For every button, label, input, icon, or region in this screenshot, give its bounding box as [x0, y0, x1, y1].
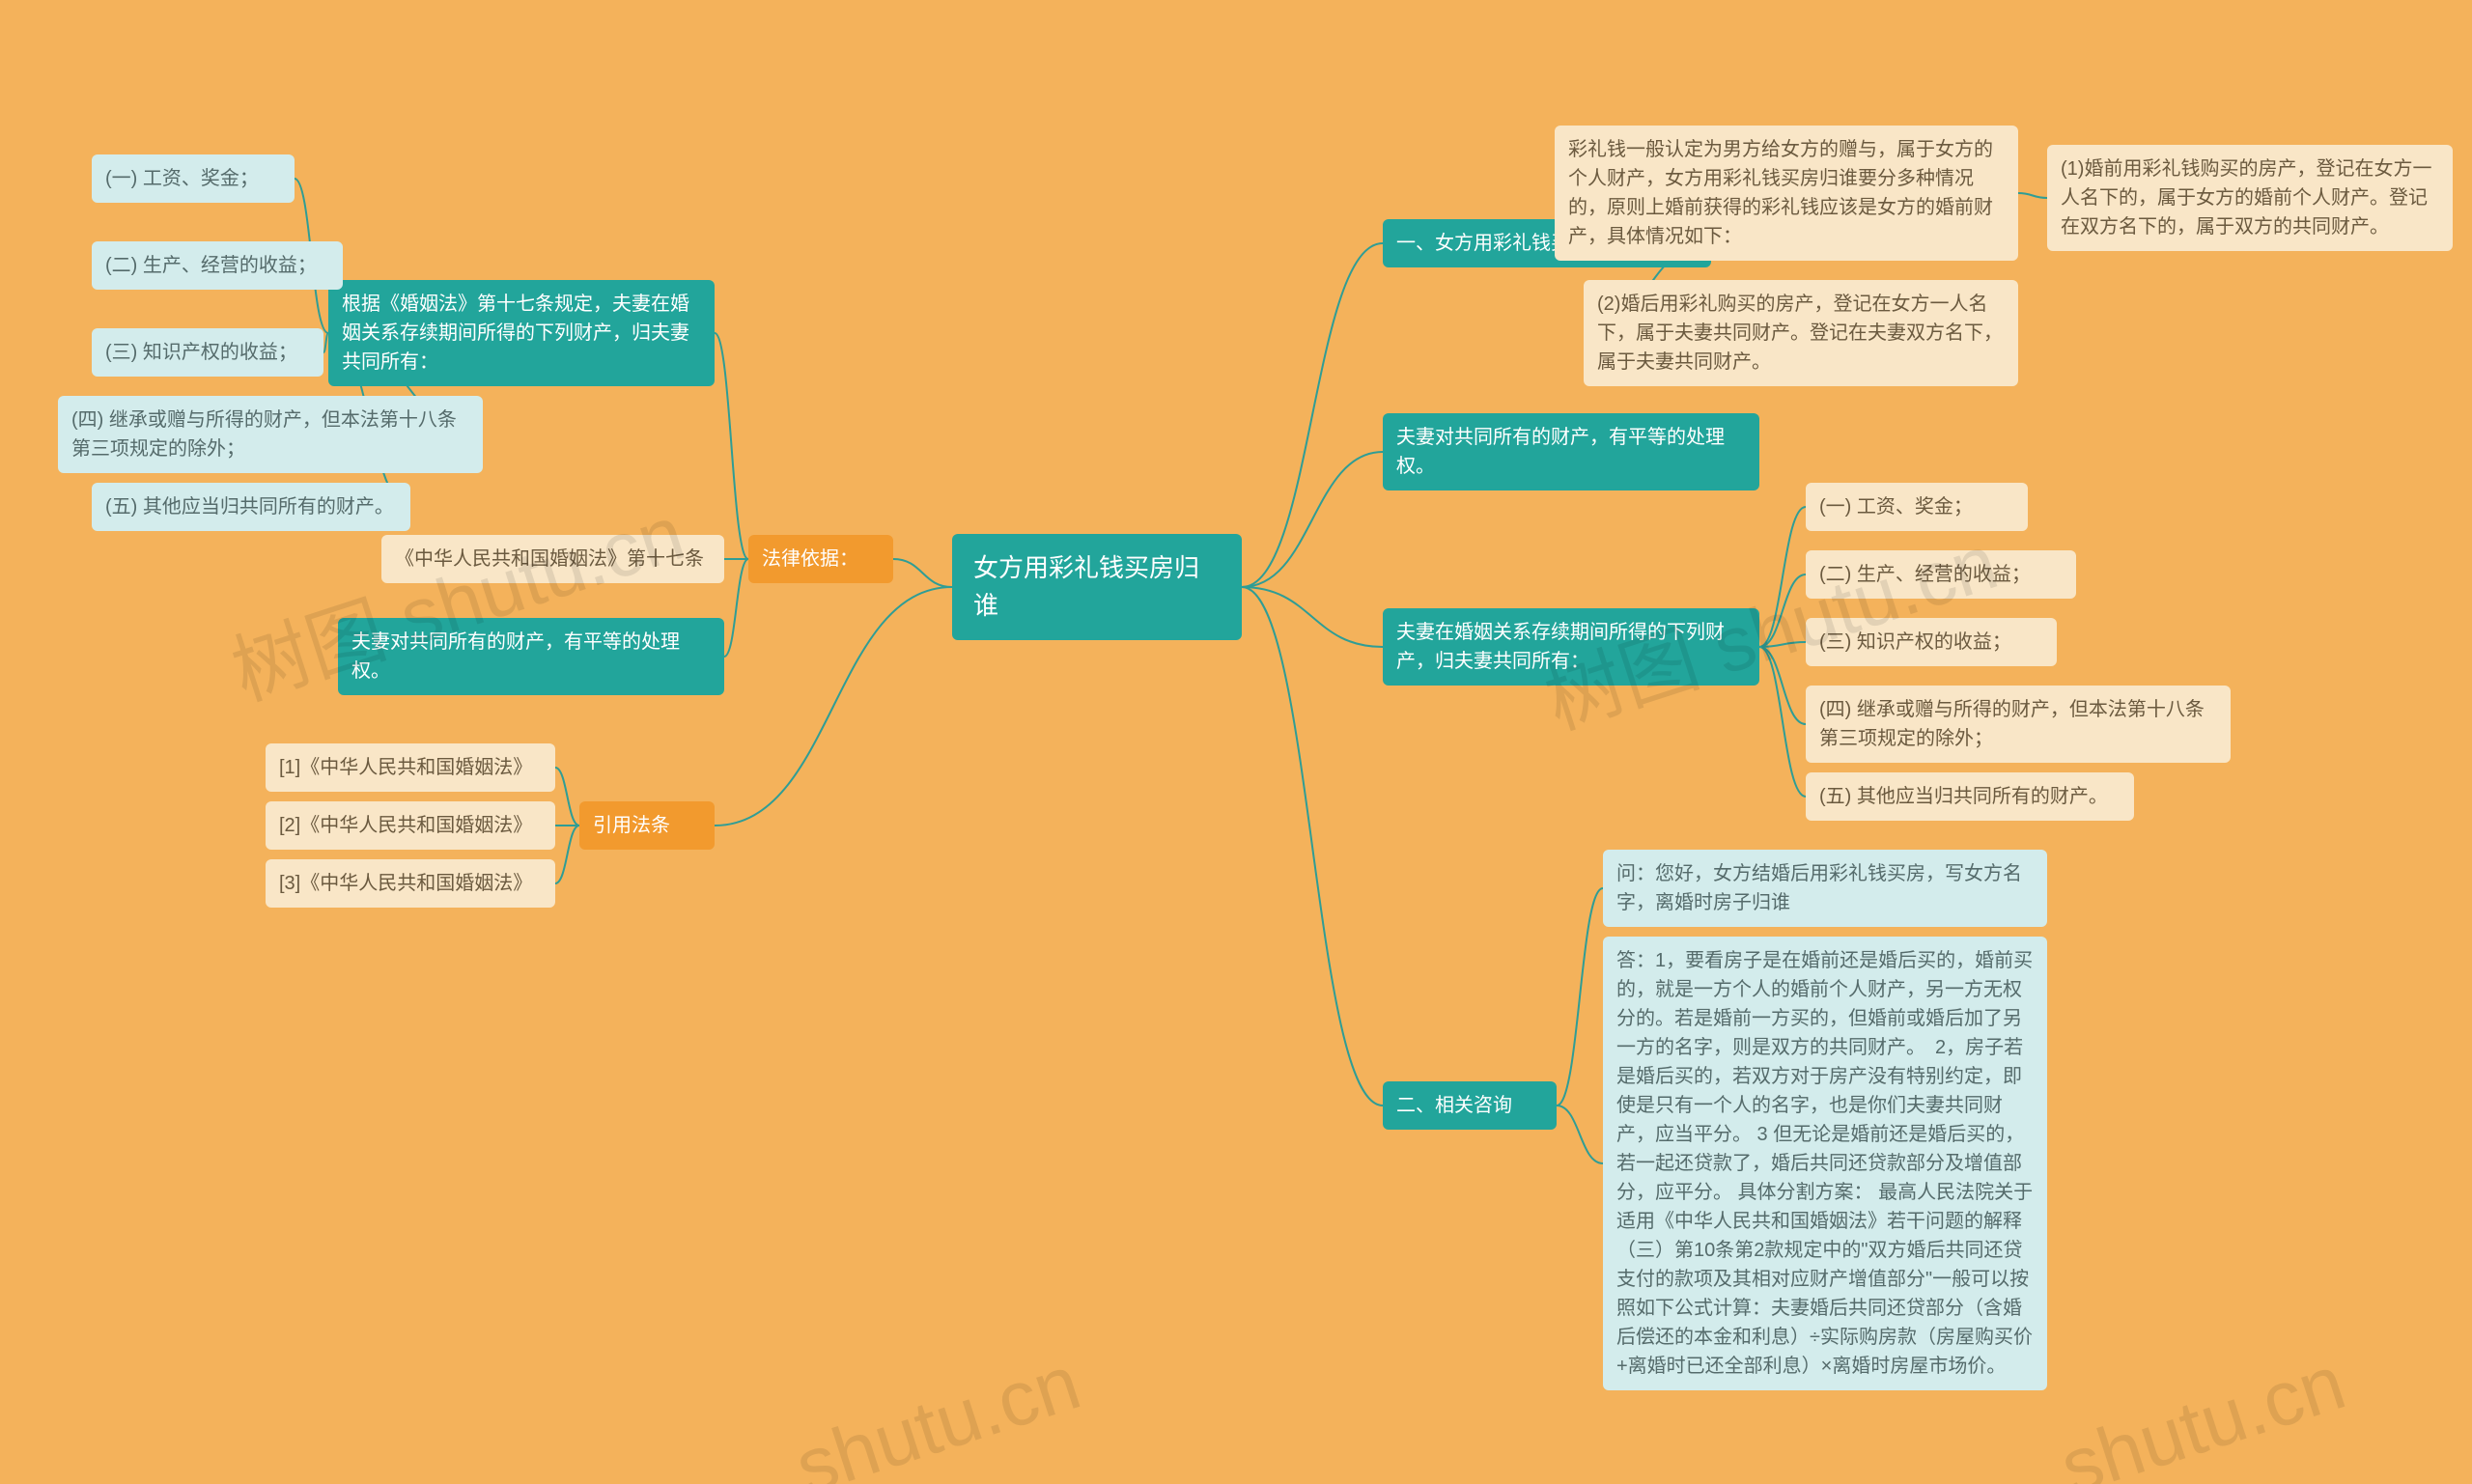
left-sec2-item-2: [2]《中华人民共和国婚姻法》 [266, 801, 555, 850]
sec3-item-4-text: (四) 继承或赠与所得的财产，但本法第十八条第三项规定的除外； [1819, 699, 2205, 749]
wm3-text: shutu.cn [2050, 1338, 2354, 1484]
sec1-child-2: (2)婚后用彩礼购买的房产，登记在女方一人名下，属于夫妻共同财产。登记在夫妻双方… [1584, 280, 2018, 386]
left-sec1-a-item-2: (二) 生产、经营的收益； [92, 241, 343, 290]
section-2-text: 夫妻对共同所有的财产，有平等的处理权。 [1396, 427, 1725, 477]
left-sec1-child-b: 《中华人民共和国婚姻法》第十七条 [381, 535, 724, 583]
section-4-text: 二、相关咨询 [1396, 1095, 1512, 1116]
sec3-item-2: (二) 生产、经营的收益； [1806, 550, 2076, 599]
l2b-text: [2]《中华人民共和国婚姻法》 [279, 815, 532, 836]
sec3-item-5: (五) 其他应当归共同所有的财产。 [1806, 772, 2134, 821]
l2a-text: [1]《中华人民共和国婚姻法》 [279, 757, 532, 778]
l1a5-text: (五) 其他应当归共同所有的财产。 [105, 496, 394, 518]
left-sec1-a-item-4: (四) 继承或赠与所得的财产，但本法第十八条第三项规定的除外； [58, 396, 483, 473]
sec3-item-1: (一) 工资、奖金； [1806, 483, 2028, 531]
sec3-item-3-text: (三) 知识产权的收益； [1819, 631, 2011, 653]
l2c-text: [3]《中华人民共和国婚姻法》 [279, 873, 532, 894]
left-sec1-a-item-1: (一) 工资、奖金； [92, 154, 295, 203]
sec4-answer-text: 答：1，要看房子是在婚前还是婚后买的，婚前买的，就是一方个人的婚前个人财产，另一… [1616, 950, 2033, 1377]
sec1-child-1-text: 彩礼钱一般认定为男方给女方的赠与，属于女方的个人财产，女方用彩礼钱买房归谁要分多… [1568, 139, 1993, 247]
sec1-child-2-text: (2)婚后用彩礼购买的房产，登记在女方一人名下，属于夫妻共同财产。登记在夫妻双方… [1597, 294, 2003, 373]
sec3-item-5-text: (五) 其他应当归共同所有的财产。 [1819, 786, 2108, 807]
sec4-question-text: 问：您好，女方结婚后用彩礼钱买房，写女方名字，离婚时房子归谁 [1616, 863, 2022, 913]
left-section-1-text: 法律依据： [762, 548, 858, 570]
watermark: shutu.cn [2050, 1338, 2355, 1484]
sec4-answer: 答：1，要看房子是在婚前还是婚后买的，婚前买的，就是一方个人的婚前个人财产，另一… [1603, 937, 2047, 1390]
section-2: 夫妻对共同所有的财产，有平等的处理权。 [1383, 413, 1759, 490]
root-node: 女方用彩礼钱买房归谁 [952, 534, 1242, 640]
sec1-child-1: 彩礼钱一般认定为男方给女方的赠与，属于女方的个人财产，女方用彩礼钱买房归谁要分多… [1555, 126, 2018, 261]
sec3-item-3: (三) 知识产权的收益； [1806, 618, 2057, 666]
sec1-child-1a-text: (1)婚前用彩礼钱购买的房产，登记在女方一人名下的，属于女方的婚前个人财产。登记… [2061, 158, 2431, 238]
section-3: 夫妻在婚姻关系存续期间所得的下列财产，归夫妻共同所有： [1383, 608, 1759, 686]
section-4: 二、相关咨询 [1383, 1081, 1557, 1130]
left-sec2-item-3: [3]《中华人民共和国婚姻法》 [266, 859, 555, 908]
wm2-text: shutu.cn [785, 1338, 1089, 1484]
left-section-2: 引用法条 [579, 801, 715, 850]
left-sec1-child-a-text: 根据《婚姻法》第十七条规定，夫妻在婚姻关系存续期间所得的下列财产，归夫妻共同所有… [342, 294, 689, 373]
left-sec1-a-item-5: (五) 其他应当归共同所有的财产。 [92, 483, 410, 531]
sec1-child-1a: (1)婚前用彩礼钱购买的房产，登记在女方一人名下的，属于女方的婚前个人财产。登记… [2047, 145, 2453, 251]
l1a2-text: (二) 生产、经营的收益； [105, 255, 317, 276]
watermark: shutu.cn [785, 1338, 1090, 1484]
sec3-item-4: (四) 继承或赠与所得的财产，但本法第十八条第三项规定的除外； [1806, 686, 2231, 763]
l1a4-text: (四) 继承或赠与所得的财产，但本法第十八条第三项规定的除外； [71, 409, 457, 460]
l1a3-text: (三) 知识产权的收益； [105, 342, 297, 363]
l1c-text: 夫妻对共同所有的财产，有平等的处理权。 [351, 631, 680, 682]
left-section-1: 法律依据： [748, 535, 893, 583]
left-sec2-item-1: [1]《中华人民共和国婚姻法》 [266, 743, 555, 792]
left-sec1-child-a: 根据《婚姻法》第十七条规定，夫妻在婚姻关系存续期间所得的下列财产，归夫妻共同所有… [328, 280, 715, 386]
sec4-question: 问：您好，女方结婚后用彩礼钱买房，写女方名字，离婚时房子归谁 [1603, 850, 2047, 927]
left-section-2-text: 引用法条 [593, 815, 670, 836]
l1a1-text: (一) 工资、奖金； [105, 168, 259, 189]
root-label: 女方用彩礼钱买房归谁 [973, 553, 1199, 620]
sec3-item-2-text: (二) 生产、经营的收益； [1819, 564, 2031, 585]
left-sec1-a-item-3: (三) 知识产权的收益； [92, 328, 323, 377]
section-3-text: 夫妻在婚姻关系存续期间所得的下列财产，归夫妻共同所有： [1396, 622, 1725, 672]
sec3-item-1-text: (一) 工资、奖金； [1819, 496, 1973, 518]
l1b-text: 《中华人民共和国婚姻法》第十七条 [395, 548, 704, 570]
left-sec1-child-c: 夫妻对共同所有的财产，有平等的处理权。 [338, 618, 724, 695]
